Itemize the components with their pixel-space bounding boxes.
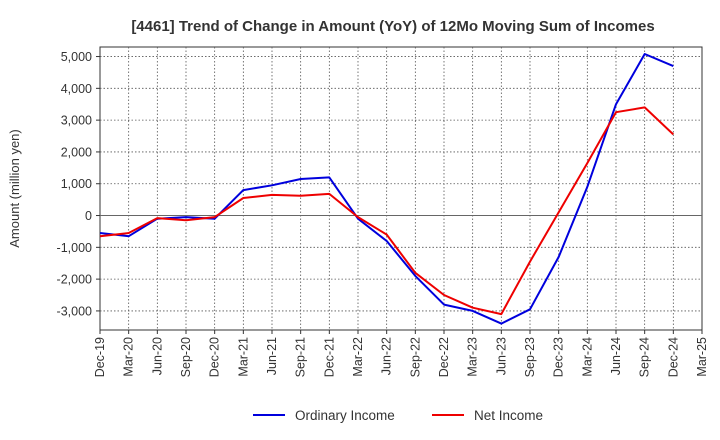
y-tick-label: 1,000	[61, 177, 92, 191]
legend: Ordinary Income Net Income	[253, 408, 543, 423]
x-tick-label: Mar-21	[236, 337, 250, 377]
x-tick-label: Jun-20	[150, 337, 164, 375]
plot-frame	[99, 46, 703, 331]
y-tick-label: 4,000	[61, 82, 92, 96]
series-line-ordinary-income	[99, 53, 674, 325]
y-tick-label: 5,000	[61, 50, 92, 64]
y-axis-label: Amount (million yen)	[7, 129, 22, 248]
x-tick-label: Dec-22	[437, 337, 451, 377]
x-tick-label: Dec-24	[666, 337, 680, 377]
x-tick-label: Sep-20	[179, 337, 193, 377]
x-tick-label: Jun-23	[494, 337, 508, 375]
x-tick-label: Jun-21	[265, 337, 279, 375]
x-tick-label: Dec-19	[93, 337, 107, 377]
x-tick-label: Mar-23	[466, 337, 480, 377]
x-tick-label: Jun-22	[380, 337, 394, 375]
legend-label-ordinary-income: Ordinary Income	[295, 408, 395, 423]
x-tick-label: Dec-23	[552, 337, 566, 377]
x-tick-label: Mar-22	[351, 337, 365, 377]
x-tick-label: Sep-23	[523, 337, 537, 377]
y-tick-label: 3,000	[61, 114, 92, 128]
x-tick-label: Dec-20	[208, 337, 222, 377]
y-tick-label: -1,000	[57, 241, 92, 255]
y-tick-label: -2,000	[57, 273, 92, 287]
series-line-net-income	[99, 106, 674, 316]
x-tick-label: Jun-24	[609, 337, 623, 375]
x-tick-label: Mar-20	[122, 337, 136, 377]
x-tick-label: Sep-24	[638, 337, 652, 377]
y-tick-label: -3,000	[57, 304, 92, 318]
chart-title: [4461] Trend of Change in Amount (YoY) o…	[131, 18, 654, 35]
plot-area: Dec-19 Mar-20 Jun-20 Sep-20 Dec-20 Mar-21 Jun-…	[57, 46, 709, 377]
x-tick-label: Sep-21	[294, 337, 308, 377]
y-tick-label: 2,000	[61, 145, 92, 159]
x-tick-label: Sep-22	[408, 337, 422, 377]
y-tick-label: 0	[85, 209, 92, 223]
x-tick-label: Mar-24	[580, 337, 594, 377]
x-tick-label: Mar-25	[695, 337, 709, 377]
legend-label-net-income: Net Income	[474, 408, 543, 423]
x-tick-label: Dec-21	[322, 337, 336, 377]
